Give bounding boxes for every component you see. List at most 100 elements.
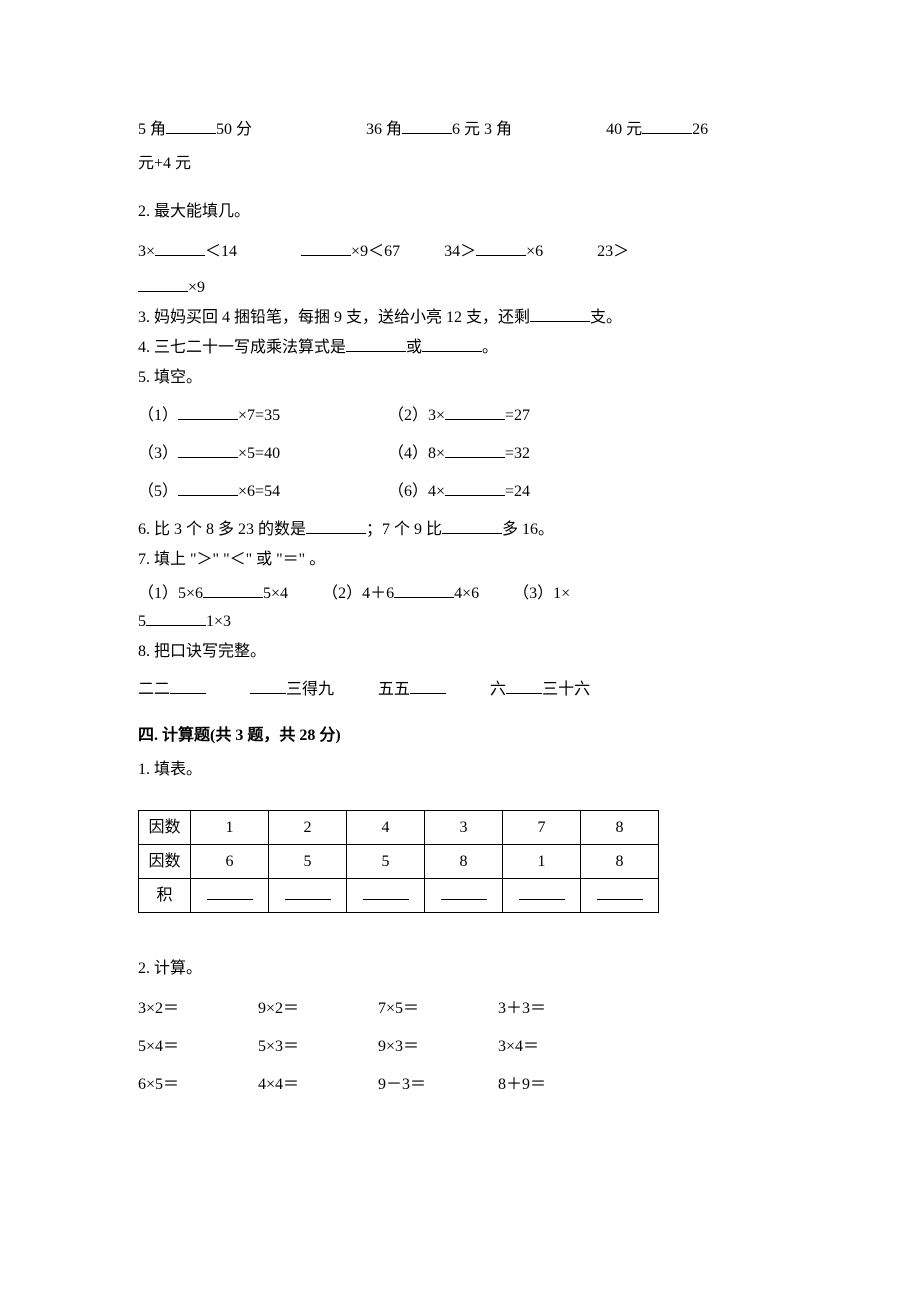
q5-item: （5）×6=54（6）4×=24 [138, 480, 790, 504]
q6-suf: 多 16。 [502, 521, 554, 538]
q7-c-pre: （3）1× [513, 582, 570, 606]
q8-a: 二二 [138, 678, 206, 702]
cell [503, 879, 581, 913]
q2-b-post: ×9＜67 [351, 243, 400, 260]
q4-suf: 。 [482, 339, 498, 356]
cell [191, 879, 269, 913]
cell: 8 [581, 811, 659, 845]
blank [442, 519, 502, 534]
q5-r-post: =32 [505, 445, 530, 462]
q2-c: 34＞ ×6 [444, 240, 543, 264]
calc-row: 6×5＝4×4＝9－3＝8＋9＝ [138, 1073, 790, 1097]
q5-l-pre: （5） [138, 483, 178, 500]
cell: 8 [425, 845, 503, 879]
q5-right: （6）4×=24 [388, 480, 530, 504]
q5-l-pre: （1） [138, 407, 178, 424]
q3: 3. 妈妈买回 4 捆铅笔，每捆 9 支，送给小亮 12 支，还剩 支。 [138, 306, 790, 330]
cell: 5 [347, 845, 425, 879]
blank [476, 241, 526, 256]
calc-cell: 4×4＝ [258, 1073, 378, 1097]
q7-b: （2）4＋64×6 [322, 582, 479, 606]
blank [285, 884, 331, 899]
q2-c-post: ×6 [526, 243, 543, 260]
q2-d-pre: 23＞ [597, 243, 629, 260]
q7-line2-pre: 5 [138, 613, 146, 630]
blank [178, 443, 238, 458]
blank [346, 337, 406, 352]
row1-label: 因数 [139, 811, 191, 845]
row2-label: 因数 [139, 845, 191, 879]
q3-suffix: 支。 [590, 309, 622, 326]
cell: 6 [191, 845, 269, 879]
q7-a-post: 5×4 [263, 585, 288, 602]
q7-a: （1）5×6 5×4 [138, 582, 288, 606]
q1-b-right: 6 元 3 角 [452, 121, 512, 138]
blank [166, 119, 216, 134]
q5-r-pre: （2）3× [388, 407, 445, 424]
q1-c-right-1: 26 [692, 121, 708, 138]
q5-l-post: ×5=40 [238, 445, 280, 462]
q4-pre: 4. 三七二十一写成乘法算式是 [138, 339, 346, 356]
blank [178, 405, 238, 420]
calc-cell: 3＋3＝ [498, 997, 618, 1021]
calc-cell: 5×4＝ [138, 1035, 258, 1059]
q7-a-pre: （1）5×6 [138, 585, 203, 602]
q7-line2-post: 1×3 [206, 613, 231, 630]
q6: 6. 比 3 个 8 多 23 的数是 ；7 个 9 比 多 16。 [138, 518, 790, 542]
q4: 4. 三七二十一写成乘法算式是或。 [138, 336, 790, 360]
q1-b: 36 角6 元 3 角 [366, 118, 512, 142]
q7-title: 7. 填上 "＞" "＜" 或 "＝" 。 [138, 548, 790, 572]
q2-a-pre: 3× [138, 243, 155, 260]
blank [170, 679, 206, 694]
blank [250, 679, 286, 694]
calc-cell: 9×3＝ [378, 1035, 498, 1059]
blank [530, 307, 590, 322]
calc-cell: 3×4＝ [498, 1035, 618, 1059]
q2-c-pre: 34＞ [444, 243, 476, 260]
q5-right: （4）8× =32 [388, 442, 530, 466]
q5-left: （1）×7=35 [138, 404, 388, 428]
blank [597, 884, 643, 899]
q8-d-post: 三十六 [542, 681, 590, 698]
q1-a-right: 50 分 [216, 121, 252, 138]
q1-c-line2: 元+4 元 [138, 152, 790, 176]
q8-row: 二二 三得九 五五 六三十六 [138, 678, 790, 702]
q5-item: （1）×7=35（2）3× =27 [138, 404, 790, 428]
q8-b: 三得九 [250, 678, 334, 702]
q5-list: （1）×7=35（2）3× =27 （3）×5=40（4）8× =32 （5）×6=54… [138, 404, 790, 504]
blank [203, 583, 263, 598]
blank [506, 679, 542, 694]
cell: 2 [269, 811, 347, 845]
q8-c-text: 五五 [378, 681, 410, 698]
blank [445, 405, 505, 420]
q3-text: 3. 妈妈买回 4 捆铅笔，每捆 9 支，送给小亮 12 支，还剩 [138, 309, 530, 326]
calc-cell: 9－3＝ [378, 1073, 498, 1097]
q8-c: 五五 [378, 678, 446, 702]
cell: 7 [503, 811, 581, 845]
blank [306, 519, 366, 534]
blank [363, 884, 409, 899]
table-row: 积 [139, 879, 659, 913]
q1-c: 40 元26 [606, 118, 708, 142]
q5-item: （3）×5=40（4）8× =32 [138, 442, 790, 466]
cell: 3 [425, 811, 503, 845]
calc-row: 5×4＝5×3＝9×3＝3×4＝ [138, 1035, 790, 1059]
q6-mid: ；7 个 9 比 [366, 521, 442, 538]
q8-title: 8. 把口诀写完整。 [138, 640, 790, 664]
q2-b: ×9＜67 [301, 240, 400, 264]
q5-r-pre: （4）8× [388, 445, 445, 462]
q5-r-post: =27 [505, 407, 530, 424]
blank [410, 679, 446, 694]
blank [445, 481, 505, 496]
q1-row: 5 角50 分 36 角6 元 3 角 40 元26 [138, 118, 790, 142]
blank [155, 241, 205, 256]
q6-pre: 6. 比 3 个 8 多 23 的数是 [138, 521, 306, 538]
calc-cell: 5×3＝ [258, 1035, 378, 1059]
factor-table: 因数 1 2 4 3 7 8 因数 6 5 5 8 1 8 积 [138, 810, 659, 913]
cell [347, 879, 425, 913]
q2-row: 3×＜14 ×9＜67 34＞×6 23＞ [138, 240, 790, 264]
q5-r-post: =24 [505, 483, 530, 500]
blank [422, 337, 482, 352]
q5-left: （3）×5=40 [138, 442, 388, 466]
blank [178, 481, 238, 496]
